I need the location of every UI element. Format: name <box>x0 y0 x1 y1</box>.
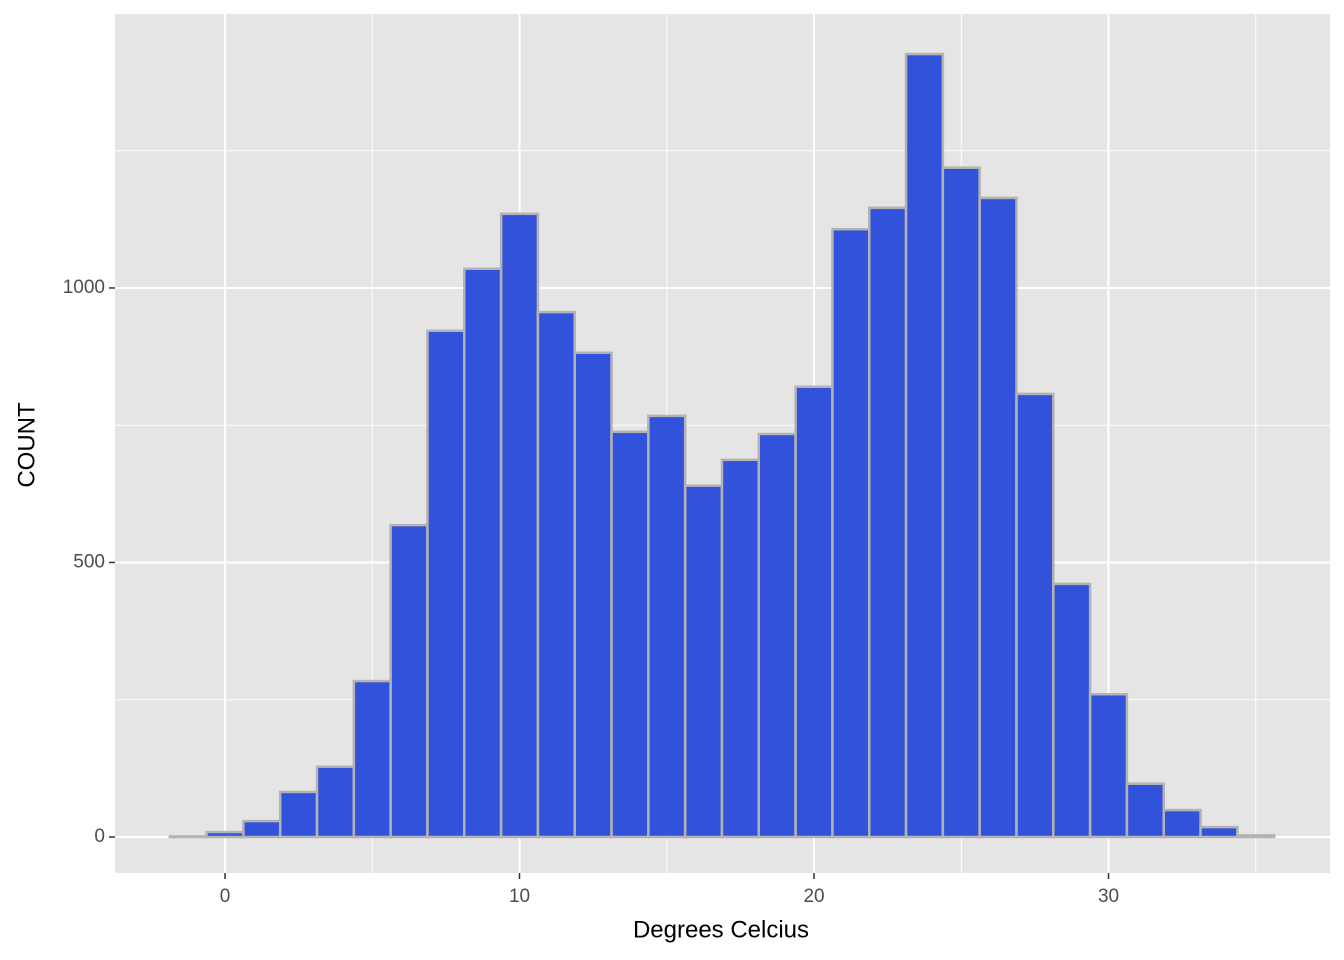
bar <box>1236 834 1276 839</box>
bar <box>941 166 981 839</box>
bar <box>610 430 650 839</box>
axes: 0 10 20 30 0 500 1000 <box>63 277 1119 907</box>
x-tick-label: 30 <box>1098 886 1119 907</box>
bar <box>1088 692 1129 839</box>
bar <box>720 458 761 839</box>
y-tick-label: 0 <box>94 826 105 847</box>
bar <box>573 351 613 839</box>
y-axis-title: COUNT <box>13 402 40 488</box>
bars <box>168 52 1276 839</box>
bar <box>683 484 724 839</box>
bar <box>205 830 245 839</box>
bar <box>463 267 503 839</box>
bar <box>536 310 576 839</box>
bar <box>831 227 871 839</box>
bar <box>352 679 392 839</box>
y-tick-label: 1000 <box>63 277 105 298</box>
bar <box>1125 782 1165 839</box>
x-tick-label: 10 <box>509 886 530 907</box>
bar <box>904 52 945 839</box>
bar <box>1052 582 1092 839</box>
bar <box>757 432 797 839</box>
bar <box>315 765 356 839</box>
y-tick-label: 500 <box>73 551 105 572</box>
bar <box>794 385 834 839</box>
bar <box>389 523 429 839</box>
bar <box>867 206 908 839</box>
bar <box>1162 808 1202 839</box>
x-axis-title: Degrees Celcius <box>633 916 809 943</box>
bar <box>426 329 466 839</box>
bar <box>278 790 319 839</box>
bar <box>168 835 208 839</box>
x-tick-label: 0 <box>220 886 231 907</box>
bar <box>978 196 1018 839</box>
bar <box>647 414 687 839</box>
x-tick-label: 20 <box>803 886 824 907</box>
bar <box>1015 392 1055 839</box>
bar <box>499 212 540 839</box>
bar <box>1199 825 1239 839</box>
bar <box>242 819 282 839</box>
